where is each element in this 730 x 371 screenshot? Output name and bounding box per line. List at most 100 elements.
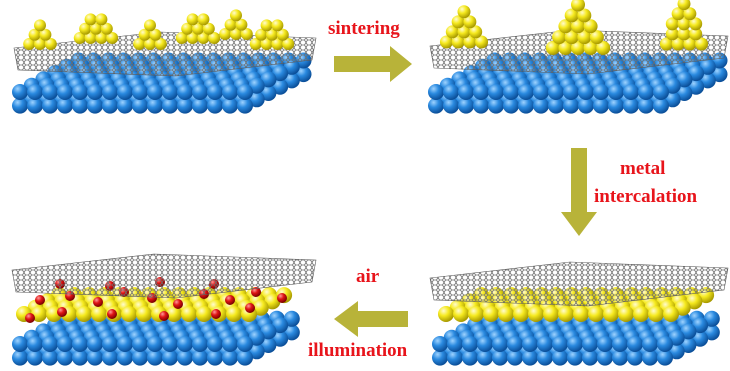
metal-atom <box>240 28 253 40</box>
substrate-atom <box>473 84 489 100</box>
substrate-atom <box>162 97 178 114</box>
substrate-atom <box>177 336 193 352</box>
substrate-atom <box>102 336 118 352</box>
substrate-atom <box>57 349 73 366</box>
substrate-atom <box>668 329 685 346</box>
metal-atom <box>463 15 477 29</box>
substrate-atom <box>222 84 238 100</box>
substrate-atom <box>162 349 178 366</box>
substrate-atom <box>57 97 73 114</box>
substrate-atom <box>567 336 583 352</box>
substrate-atom <box>676 85 693 101</box>
substrate-atom <box>627 336 643 352</box>
metal-atom <box>121 306 137 322</box>
substrate-atom <box>477 336 493 352</box>
metal-atom <box>451 15 465 29</box>
substrate-atom <box>132 84 148 100</box>
metal-atom <box>564 30 579 45</box>
metal-atom <box>276 28 289 41</box>
panel-intercalated <box>429 261 729 366</box>
metal-atom <box>264 293 281 310</box>
substrate-atom <box>12 349 28 366</box>
substrate-atom <box>162 336 178 352</box>
oxygen-atom <box>93 297 103 307</box>
substrate-atom <box>458 97 474 114</box>
panel-oxidized <box>11 253 317 366</box>
substrate-atom <box>177 97 193 114</box>
substrate-atom <box>42 97 58 114</box>
metal-atom <box>230 28 242 40</box>
substrate-atom <box>488 97 504 114</box>
arrow-right-sintering <box>334 46 412 82</box>
arrow-down-intercalation <box>561 148 597 236</box>
metal-atom <box>181 306 197 322</box>
substrate-atom <box>42 349 58 366</box>
metal-atom <box>571 19 585 34</box>
metal-atom <box>226 306 242 322</box>
substrate-atom <box>432 349 448 366</box>
metal-atom <box>571 41 585 55</box>
substrate-atom <box>147 336 163 352</box>
metal-atom <box>282 38 295 50</box>
metal-atom <box>583 19 598 34</box>
substrate-atom <box>283 310 300 327</box>
metal-atom <box>260 38 273 50</box>
metal-atom <box>683 7 697 21</box>
substrate-atom <box>522 349 538 366</box>
substrate-atom <box>87 97 103 114</box>
substrate-atom <box>432 336 448 352</box>
metal-atom <box>498 306 514 322</box>
metal-atom <box>73 32 86 44</box>
metal-atom <box>564 8 579 23</box>
metal-atom <box>513 306 529 322</box>
metal-atom <box>219 28 232 40</box>
substrate-atom <box>237 84 253 100</box>
metal-atom <box>451 35 465 49</box>
substrate-atom <box>12 97 28 114</box>
substrate-atom <box>578 84 594 100</box>
oxygen-atom <box>57 307 67 317</box>
substrate-atom <box>57 336 73 352</box>
metal-atom <box>665 17 679 31</box>
substrate-atom <box>102 97 118 114</box>
metal-atom <box>545 41 560 55</box>
metal-atom <box>439 35 453 49</box>
substrate-atom <box>680 323 697 340</box>
substrate-atom <box>563 97 579 114</box>
oxygen-atom <box>211 309 221 319</box>
metal-atom <box>577 30 592 45</box>
metal-atom <box>689 17 703 31</box>
metal-atom <box>469 25 483 39</box>
substrate-atom <box>192 97 208 114</box>
metal-atom <box>79 22 92 35</box>
label-air: air <box>356 266 380 287</box>
substrate-atom <box>147 84 163 100</box>
substrate-atom <box>447 336 463 352</box>
substrate-atom <box>147 97 163 114</box>
metal-atom <box>260 19 273 32</box>
substrate-atom <box>703 310 720 327</box>
metal-atom <box>28 28 41 41</box>
metal-atom <box>438 306 454 322</box>
substrate-atom <box>272 317 289 334</box>
substrate-atom <box>642 336 658 352</box>
metal-atom <box>149 28 162 41</box>
metal-atom <box>235 18 248 31</box>
substrate-atom <box>711 66 728 83</box>
substrate-atom <box>222 97 238 114</box>
substrate-atom <box>272 65 289 82</box>
metal-atom <box>677 27 691 41</box>
metal-atom <box>583 41 598 55</box>
oxygen-atom <box>245 303 255 313</box>
substrate-atom <box>688 78 705 95</box>
oxygen-atom <box>35 295 45 305</box>
substrate-atom <box>692 330 709 347</box>
substrate-atom <box>192 84 208 100</box>
substrate-atom <box>688 65 705 82</box>
metal-atom <box>249 38 262 50</box>
metal-atom <box>596 41 611 55</box>
substrate-atom <box>12 84 28 100</box>
substrate-atom <box>477 349 493 366</box>
metal-atom <box>457 5 471 19</box>
metal-atom <box>677 17 691 31</box>
